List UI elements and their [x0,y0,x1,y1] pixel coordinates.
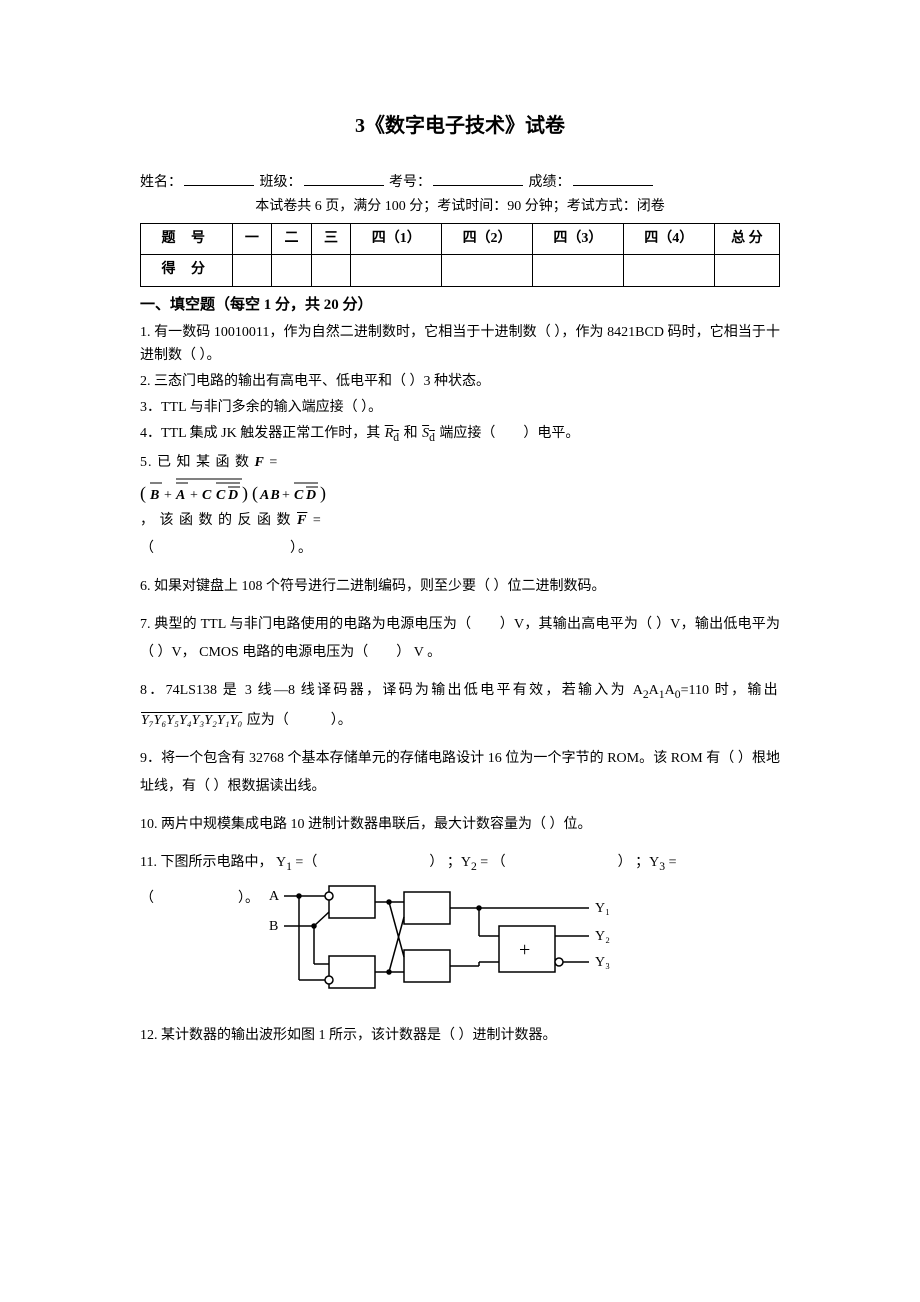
svg-text:(: ( [140,483,147,504]
table-row: 得 分 [141,255,780,286]
svg-text:D: D [305,488,317,503]
q8-text-c: 应为（ ）。 [247,713,352,728]
exam-title: 3《数字电子技术》试卷 [140,110,780,142]
score-cell [533,255,624,286]
question-3: 3．TTL 与非门多余的输入端应接（ ）。 [140,396,780,420]
col-head: 四（2） [442,223,533,254]
svg-text:C: C [216,488,226,503]
col-head: 总 分 [714,223,779,254]
name-blank [184,185,254,186]
q8-ybar: Y₇Y₆Y₅Y₄Y₃Y₂Y₁Y₀ [140,713,243,728]
score-cell [623,255,714,286]
col-head: 四（4） [623,223,714,254]
col-head: 四（1） [351,223,442,254]
q5-eq2: = [308,513,321,528]
exam-meta: 本试卷共 6 页，满分 100 分；考试时间：90 分钟；考试方式：闭卷 [140,196,780,218]
formula-svg-1: ( B + A + C C D ) ( AB + C D ) [140,477,335,507]
q5-text-a: 5. 已 知 某 函 数 [140,455,255,470]
col-head: 三 [311,223,351,254]
svg-text:+: + [190,488,199,503]
q5-eq: = [265,455,278,470]
q5-text-mid: ， 该 函 数 的 反 函 数 [140,513,296,528]
svg-text:+: + [164,488,173,503]
question-4: 4．TTL 集成 JK 触发器正常工作时，其 Rd 和 Sd 端应接（ ）电平。 [140,422,780,448]
score-cell [442,255,533,286]
question-10: 10. 两片中规模集成电路 10 进制计数器串联后，最大计数容量为（ ）位。 [140,811,780,839]
question-2: 2. 三态门电路的输出有高电平、低电平和（ ）3 种状态。 [140,370,780,394]
table-row: 题 号 一 二 三 四（1） 四（2） 四（3） 四（4） 总 分 [141,223,780,254]
svg-text:+: + [282,488,291,503]
q4-text-b: 和 [400,426,421,441]
q5-blank: （ ）。 [140,541,313,556]
label-A: A [269,889,280,904]
row-label: 题 号 [141,223,233,254]
score-cell [232,255,272,286]
sd-bar: Sd [421,426,436,441]
svg-text:): ) [242,483,249,504]
id-label: 考号： [389,175,431,190]
svg-text:AB: AB [259,488,281,503]
score-cell [351,255,442,286]
q8-text-a: 8．74LS138 是 3 线—8 线译码器，译码为输出低电平有效，若输入为 A [140,683,643,698]
q11-blank: （ ）。 [140,882,269,910]
svg-text:+: + [519,939,530,961]
question-12: 12. 某计数器的输出波形如图 1 所示，该计数器是（ ）进制计数器。 [140,1022,780,1050]
question-1: 1. 有一数码 10010011，作为自然二进制数时，它相当于十进制数（ ），作… [140,321,780,369]
col-head: 二 [272,223,312,254]
student-info-line: 姓名： 班级： 考号： 成绩： [140,172,780,194]
question-7: 7. 典型的 TTL 与非门电路使用的电路为电源电压为（ ）V，其输出高电平为（… [140,611,780,667]
question-8: 8．74LS138 是 3 线—8 线译码器，译码为输出低电平有效，若输入为 A… [140,677,780,734]
question-9: 9．将一个包含有 32768 个基本存储单元的存储电路设计 16 位为一个字节的… [140,745,780,801]
question-5: 5. 已 知 某 函 数 F = ( B + A + C C D ) ( AB … [140,449,780,563]
svg-text:D: D [227,488,239,503]
score-cell [311,255,351,286]
score-table: 题 号 一 二 三 四（1） 四（2） 四（3） 四（4） 总 分 得 分 [140,223,780,287]
id-blank [433,185,523,186]
q5-Fbar: F [296,513,308,528]
q11-figure-row: （ ）。 A B [140,882,780,1002]
col-head: 一 [232,223,272,254]
q8-a0: A [665,683,675,698]
svg-text:A: A [175,488,186,503]
q8-a1: A [649,683,659,698]
q4-text-c: 端应接（ ）电平。 [436,426,580,441]
col-head: 四（3） [533,223,624,254]
svg-text:C: C [202,488,212,503]
svg-text:(: ( [252,483,259,504]
svg-text:): ) [320,483,327,504]
score-cell [714,255,779,286]
svg-text:C: C [294,488,304,503]
section-a-header: 一、填空题（每空 1 分，共 20 分） [140,293,780,317]
q8-text-b: =110 时，输出 [681,683,780,698]
circuit-diagram: A B [269,882,629,1002]
svg-text:B: B [149,488,160,503]
grade-blank [573,185,653,186]
class-label: 班级： [260,175,302,190]
row-label: 得 分 [141,255,233,286]
label-B: B [269,919,278,934]
name-label: 姓名： [140,175,182,190]
rd-bar: Rd [384,426,400,441]
score-cell [272,255,312,286]
question-6: 6. 如果对键盘上 108 个符号进行二进制编码，则至少要（ ）位二进制数码。 [140,573,780,601]
q11-text-c: = （ ） ；Y [477,855,660,870]
question-11: 11. 下图所示电路中， Y1 =（ ） ；Y2 = （ ） ；Y3 = [140,849,780,878]
svg-text:Y₂: Y₂ [595,929,610,944]
q11-text-a: 11. 下图所示电路中， Y [140,855,286,870]
class-blank [304,185,384,186]
svg-text:Y₃: Y₃ [595,955,610,970]
svg-text:Y₁: Y₁ [595,901,610,916]
q11-text-d: = [665,855,676,870]
q5-F: F [255,455,265,470]
grade-label: 成绩： [529,175,571,190]
q4-text-a: 4．TTL 集成 JK 触发器正常工作时，其 [140,426,384,441]
q11-text-b: =（ ） ；Y [292,855,471,870]
